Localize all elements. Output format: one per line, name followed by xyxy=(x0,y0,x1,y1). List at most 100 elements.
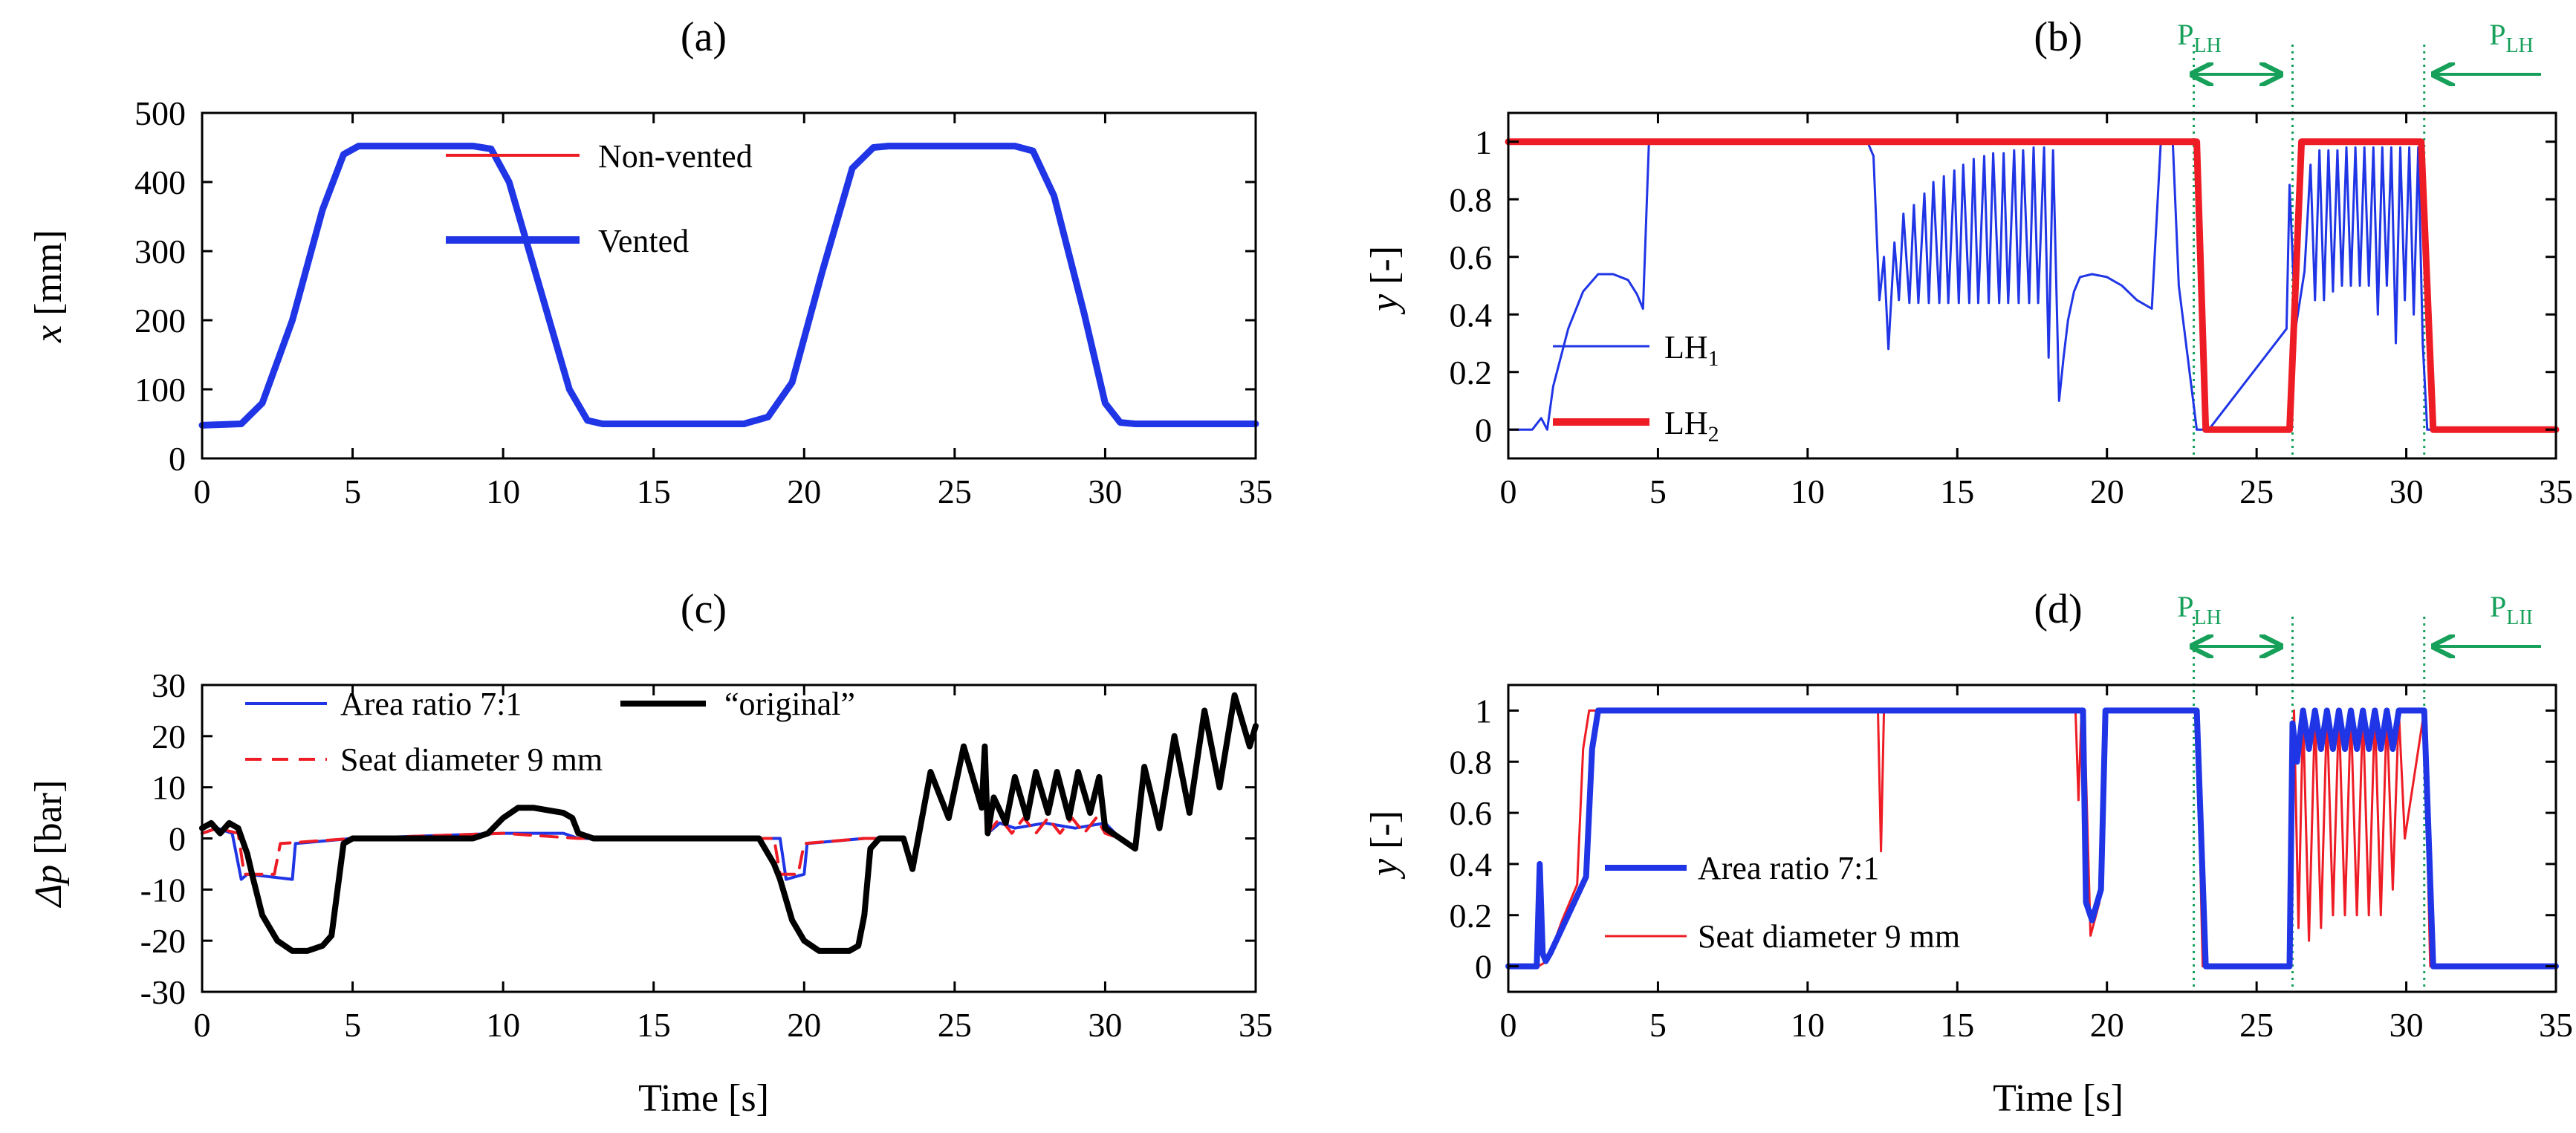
x-tick-label: 25 xyxy=(938,473,972,510)
y-tick-label: 100 xyxy=(134,371,186,409)
x-tick-label: 25 xyxy=(2239,473,2274,510)
y-tick-label: 200 xyxy=(134,302,186,340)
y-tick-label: 0.4 xyxy=(1450,845,1493,883)
panel-d-plot-area: 0 5 10 15 20 25 30 35 0 0.2 0.4 0.6 0.8 1 xyxy=(1450,617,2573,1044)
x-tick-label: 15 xyxy=(637,473,671,510)
y-tick-label: -30 xyxy=(140,973,186,1011)
plot-frame xyxy=(201,111,1257,460)
panel-b-legend: LH1 LH2 xyxy=(1553,329,1719,447)
panel-b-plh-annotations: PLH PLH xyxy=(2177,18,2541,74)
y-tick-label: 0 xyxy=(1475,948,1492,986)
panel-a-title: (a) xyxy=(681,14,727,60)
plot-frame xyxy=(1507,111,2557,460)
series-line-lh xyxy=(1507,140,2557,431)
y-tick-label: 0 xyxy=(1475,411,1492,449)
plot-frame xyxy=(1507,684,2557,993)
y-tick-label: 20 xyxy=(152,718,186,756)
panel-a-legend: Non-vented Vented xyxy=(446,138,753,259)
series-line-seat-diameter-9-mm xyxy=(1507,709,2557,968)
x-tick-label: 10 xyxy=(486,473,520,510)
x-tick-label: 10 xyxy=(1791,1006,1825,1044)
x-tick-label: 30 xyxy=(1088,1006,1122,1044)
panel-d-xlabel: Time [s] xyxy=(1993,1077,2124,1120)
y-tick-label: 400 xyxy=(134,163,186,201)
x-tick-label: 10 xyxy=(1791,473,1825,510)
y-tick-label: 0.6 xyxy=(1450,794,1493,832)
x-tick-label: 0 xyxy=(194,1006,211,1044)
y-tick-label: 0.2 xyxy=(1450,354,1493,392)
panel-a-ylabel: x [mm] xyxy=(27,230,70,343)
panel-a-plot-area: 0 5 10 15 20 25 30 35 0 100 200 300 400 500 xyxy=(134,94,1273,510)
x-tick-label: 0 xyxy=(1500,1006,1517,1044)
y-tick-label: 30 xyxy=(152,666,186,704)
legend-label-non-vented: Non-vented xyxy=(598,138,753,175)
y-tick-label: -20 xyxy=(140,922,186,960)
x-tick-label: 30 xyxy=(2390,1006,2424,1044)
y-tick-label: 1 xyxy=(1475,692,1492,730)
x-tick-label: 25 xyxy=(2239,1006,2274,1044)
x-tick-label: 0 xyxy=(194,473,211,510)
y-tick-label: -10 xyxy=(140,871,186,909)
x-tick-label: 35 xyxy=(2539,1006,2573,1044)
y-tick-label: 0.6 xyxy=(1450,238,1493,276)
panel-c-plot-area: 0 5 10 15 20 25 30 35 -30 -20 -10 0 10 20 30 xyxy=(140,666,1273,1044)
legend-label-vented: Vented xyxy=(598,223,689,259)
series-line-area-ratio-7-1 xyxy=(1505,707,2559,970)
x-tick-label: 15 xyxy=(637,1006,671,1044)
x-tick-label: 10 xyxy=(486,1006,520,1044)
x-tick-label: 5 xyxy=(1649,473,1667,510)
series-line-vented xyxy=(198,143,1259,429)
x-tick-label: 35 xyxy=(2539,473,2573,510)
panel-b-title: (b) xyxy=(2034,14,2082,60)
x-tick-label: 20 xyxy=(787,1006,821,1044)
y-tick-label: 500 xyxy=(134,94,186,132)
panel-d-plh-annotations: PLH PLII xyxy=(2177,590,2541,646)
legend-label-seat-diameter-d: Seat diameter 9 mm xyxy=(1698,918,1960,955)
x-tick-label: 15 xyxy=(1940,1006,1974,1044)
x-tick-label: 20 xyxy=(787,473,821,510)
panel-c: (c) Δp [bar] Time [s] 0 5 10 15 20 25 30 35 -30 -… xyxy=(27,586,1273,1120)
panel-b-ylabel: y [-] xyxy=(1363,246,1406,315)
y-tick-label: 0.8 xyxy=(1450,181,1493,218)
y-tick-label: 1 xyxy=(1475,123,1492,161)
x-tick-label: 5 xyxy=(344,1006,361,1044)
legend-label-area-ratio-d: Area ratio 7:1 xyxy=(1698,850,1879,886)
panel-c-legend: Area ratio 7:1 “original” Seat diameter … xyxy=(245,686,855,778)
plh-label-4: PLII xyxy=(2490,590,2533,629)
panel-c-xlabel: Time [s] xyxy=(638,1077,769,1120)
y-tick-label: 300 xyxy=(134,233,186,270)
x-tick-label: 30 xyxy=(1088,473,1122,510)
y-tick-label: 0 xyxy=(169,440,186,478)
panel-d: (d) y [-] Time [s] 0 5 10 15 20 25 30 35 0 0.2 0.4… xyxy=(1363,586,2573,1120)
y-tick-label: 0.4 xyxy=(1450,296,1493,334)
x-tick-label: 35 xyxy=(1239,473,1273,510)
legend-label-area-ratio: Area ratio 7:1 xyxy=(340,686,522,722)
panel-a: (a) x [mm] 0 5 10 15 20 25 30 35 0 100 200 300 400 50… xyxy=(27,14,1273,510)
x-tick-label: 25 xyxy=(938,1006,972,1044)
x-tick-label: 35 xyxy=(1239,1006,1273,1044)
series-line-lh xyxy=(1505,138,2560,433)
plh-label-1: PLH xyxy=(2177,18,2222,57)
y-tick-label: 0.8 xyxy=(1450,743,1493,781)
panel-d-ylabel: y [-] xyxy=(1363,811,1406,880)
plh-label-2: PLH xyxy=(2489,18,2534,57)
panel-d-title: (d) xyxy=(2034,586,2082,632)
x-tick-label: 15 xyxy=(1940,473,1974,510)
x-tick-label: 30 xyxy=(2390,473,2424,510)
panel-c-title: (c) xyxy=(681,586,727,632)
panel-b-plot-area: 0 5 10 15 20 25 30 35 0 0.2 0.4 0.6 0.8 1 xyxy=(1450,45,2573,510)
y-tick-label: 0 xyxy=(169,820,186,858)
panel-c-ylabel: Δp [bar] xyxy=(27,780,70,909)
x-tick-label: 5 xyxy=(344,473,361,510)
x-tick-label: 20 xyxy=(2090,1006,2124,1044)
legend-label-seat-diameter: Seat diameter 9 mm xyxy=(340,741,603,778)
x-tick-label: 20 xyxy=(2090,473,2124,510)
y-tick-label: 0.2 xyxy=(1450,897,1493,935)
x-tick-label: 5 xyxy=(1649,1006,1667,1044)
series-line-original xyxy=(199,692,1259,954)
legend-label-original: “original” xyxy=(724,686,855,722)
panel-d-legend: Area ratio 7:1 Seat diameter 9 mm xyxy=(1605,850,1960,955)
panel-b: (b) y [-] 0 5 10 15 20 25 30 35 0 0.2 0.4 0.6 0.8 1 L… xyxy=(1363,14,2573,510)
plh-label-3: PLH xyxy=(2177,590,2222,629)
